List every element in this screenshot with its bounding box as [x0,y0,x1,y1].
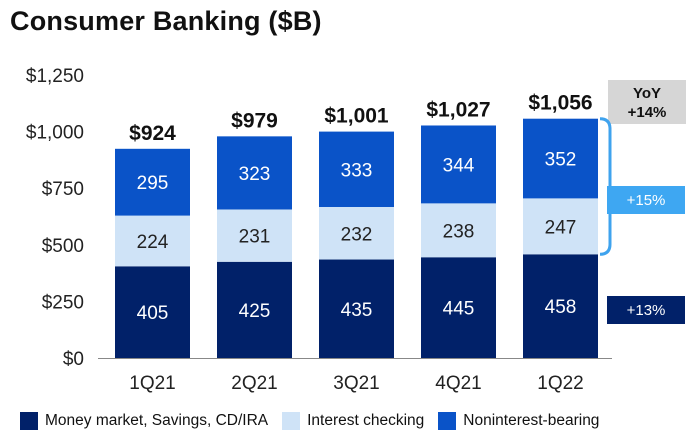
data-label-interest-checking: 247 [545,217,577,238]
interest-checking-change-box [607,186,685,214]
yoy-total-change: +14% [628,104,667,121]
x-tick-label: 2Q21 [231,373,277,394]
x-tick-label: 1Q21 [129,373,175,394]
money-market-change-box [607,296,685,324]
money-market-change-label: +13% [627,302,666,319]
bar-segment-money-market [523,254,598,358]
x-tick-label: 1Q22 [537,373,583,394]
legend-item-interest-checking: Interest checking [282,412,424,430]
data-label-interest-checking: 231 [239,227,271,248]
data-label-noninterest-bearing: 333 [341,160,373,181]
data-label-noninterest-bearing: 344 [443,155,475,176]
bar-segment-noninterest-bearing [115,148,190,216]
data-label-interest-checking: 224 [137,232,169,253]
bar-segment-interest-checking [217,209,292,262]
bar-segment-money-market [421,257,496,358]
legend: Money market, Savings, CD/IRA Interest c… [20,408,613,434]
legend-item-money-market: Money market, Savings, CD/IRA [20,412,268,430]
x-tick-label: 3Q21 [333,373,379,394]
legend-label-interest-checking: Interest checking [307,412,425,429]
y-tick-label: $250 [42,292,84,313]
data-label-noninterest-bearing: 323 [239,164,271,185]
bar-segment-interest-checking [523,198,598,255]
total-label: $1,056 [528,92,592,115]
bar-segment-noninterest-bearing [523,118,598,199]
bar-segment-money-market [115,266,190,358]
y-tick-label: $500 [42,236,84,257]
legend-item-noninterest-bearing: Noninterest-bearing [438,412,599,430]
data-label-money-market: 445 [443,299,475,320]
data-label-money-market: 458 [545,297,577,318]
total-label: $924 [129,122,176,145]
yoy-label: YoY [633,85,661,102]
y-tick-label: $0 [63,349,84,370]
bar-segment-interest-checking [421,203,496,258]
data-label-money-market: 435 [341,300,373,321]
legend-label-noninterest-bearing: Noninterest-bearing [463,412,600,429]
data-label-interest-checking: 238 [443,221,475,242]
bar-segment-noninterest-bearing [421,125,496,204]
bar-segment-noninterest-bearing [217,136,292,210]
legend-label-money-market: Money market, Savings, CD/IRA [45,412,269,429]
legend-swatch-noninterest-bearing [438,412,457,430]
y-tick-label: $1,250 [26,66,84,87]
y-tick-label: $1,000 [26,123,84,144]
data-label-interest-checking: 232 [341,224,373,245]
x-tick-label: 4Q21 [435,373,481,394]
total-label: $1,027 [426,98,490,121]
y-tick-label: $750 [42,179,84,200]
total-label: $979 [231,109,278,132]
data-label-money-market: 405 [137,303,169,324]
bar-segment-money-market [217,261,292,358]
bar-segment-noninterest-bearing [319,131,394,207]
legend-swatch-interest-checking [282,412,301,430]
bar-segment-interest-checking [319,206,394,260]
legend-swatch-money-market [20,412,38,430]
interest-checking-change-label: +15% [627,192,666,209]
yoy-box [608,80,686,124]
data-label-noninterest-bearing: 352 [545,150,577,171]
total-label: $1,001 [324,105,389,128]
data-label-money-market: 425 [239,301,271,322]
data-label-noninterest-bearing: 295 [137,173,169,194]
chart-title: Consumer Banking ($B) [10,6,322,36]
bar-segment-interest-checking [115,215,190,267]
bar-segment-money-market [319,259,394,358]
